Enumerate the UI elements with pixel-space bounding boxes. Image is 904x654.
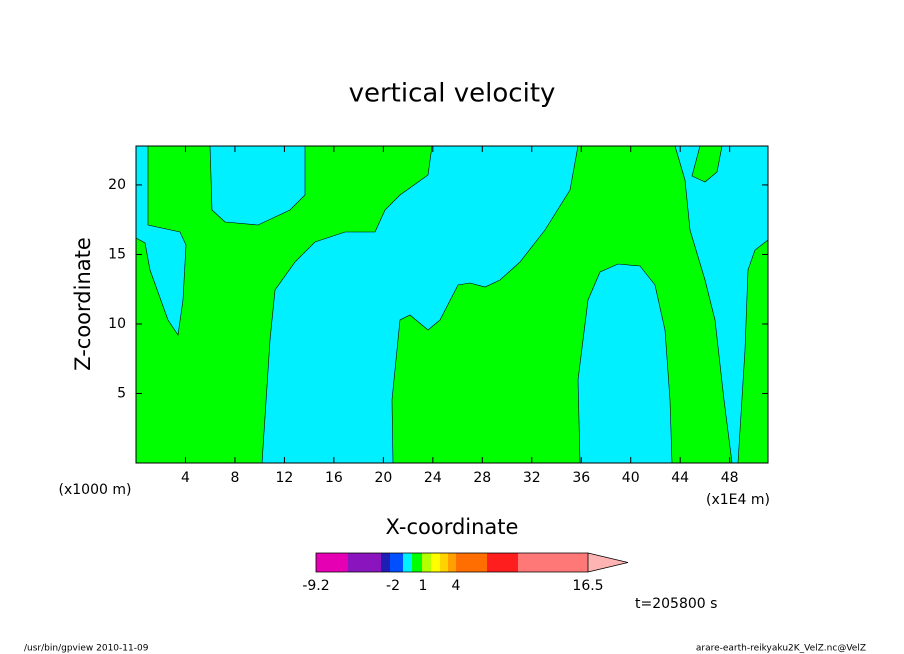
colorbar-label: 4 (452, 578, 461, 594)
colorbar-cell (487, 553, 518, 572)
chart-title: vertical velocity (349, 79, 556, 109)
y-tick-label: 20 (108, 177, 126, 193)
x-tick-label: 44 (671, 470, 689, 486)
colorbar-cell (381, 553, 390, 572)
y-tick-label: 15 (108, 246, 126, 262)
x-axis-label: X-coordinate (386, 515, 519, 539)
cyan-region (577, 263, 673, 464)
x-tick-label: 32 (523, 470, 541, 486)
footer-right: arare-earth-reikyaku2K_VelZ.nc@VelZ (696, 644, 866, 654)
y-tick-label: 5 (117, 385, 126, 401)
colorbar: -9.2 -2 1 4 16.5 (302, 552, 629, 594)
time-label: t=205800 s (635, 596, 717, 612)
colorbar-cell (390, 553, 403, 572)
colorbar-cell (431, 553, 440, 572)
colorbar-extension (587, 552, 629, 573)
colorbar-label: -9.2 (302, 578, 329, 594)
colorbar-cell (456, 553, 487, 572)
colorbar-cell (422, 553, 431, 572)
colorbar-cell (412, 553, 422, 572)
plot-frame (135, 145, 769, 464)
colorbar-frame (315, 552, 588, 573)
colorbar-cell (440, 553, 448, 572)
x-tick-label: 4 (181, 470, 190, 486)
colorbar-cell (518, 553, 588, 572)
x-unit-label: (x1000 m) (59, 482, 132, 498)
x-tick-label: 36 (572, 470, 590, 486)
x-tick-label: 28 (473, 470, 491, 486)
x-tick-label: 12 (276, 470, 294, 486)
colorbar-label: 16.5 (572, 578, 603, 594)
y-axis-label: Z-coordinate (71, 237, 95, 371)
x-tick-label: 8 (230, 470, 239, 486)
y-tick-label: 10 (108, 316, 126, 332)
cyan-region (261, 145, 579, 464)
colorbar-cell (348, 553, 381, 572)
x-tick-label: 24 (424, 470, 442, 486)
contour-field (135, 145, 769, 464)
x-tick-label: 20 (374, 470, 392, 486)
x-tick-label: 40 (622, 470, 640, 486)
cyan-region (209, 145, 306, 226)
cyan-region (135, 145, 187, 336)
x-tick-label: 48 (721, 470, 739, 486)
colorbar-cell (316, 553, 348, 572)
x-unit-label: (x1E4 m) (706, 492, 770, 508)
footer-left: /usr/bin/gpview 2010-11-09 (24, 644, 149, 654)
x-tick-label: 16 (325, 470, 343, 486)
colorbar-label: -2 (386, 578, 400, 594)
colorbar-label: 1 (419, 578, 428, 594)
colorbar-cell (403, 553, 412, 572)
colorbar-cell (448, 553, 456, 572)
